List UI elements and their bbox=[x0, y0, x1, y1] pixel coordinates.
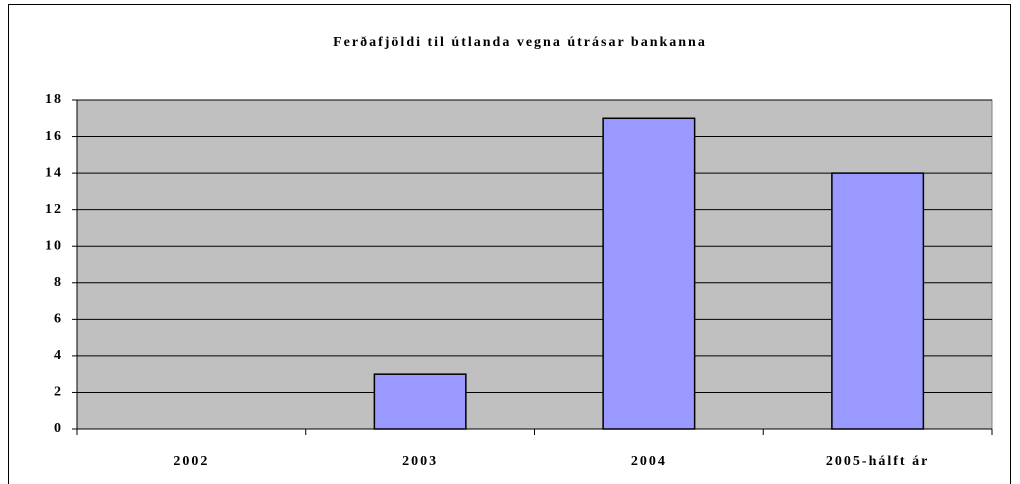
y-tick-label: 0 bbox=[54, 421, 63, 436]
y-tick-label: 16 bbox=[45, 129, 63, 144]
y-tick-label: 18 bbox=[45, 92, 63, 107]
y-tick-label: 2 bbox=[54, 385, 63, 400]
y-tick-label: 10 bbox=[45, 238, 63, 253]
bar bbox=[602, 117, 696, 430]
y-tick-label: 8 bbox=[54, 275, 63, 290]
x-tick-label: 2002 bbox=[173, 454, 209, 469]
y-tick-label: 4 bbox=[54, 348, 63, 363]
bar bbox=[373, 373, 467, 430]
x-tick-label: 2003 bbox=[402, 454, 438, 469]
chart-title: Ferðafjöldi til útlanda vegna útrásar ba… bbox=[333, 34, 707, 50]
y-tick-label: 6 bbox=[54, 312, 63, 327]
x-tick-label: 2004 bbox=[631, 454, 667, 469]
y-tick-label: 12 bbox=[45, 202, 63, 217]
bar bbox=[831, 172, 925, 430]
y-tick-label: 14 bbox=[45, 165, 63, 180]
x-tick-label: 2005-hálft ár bbox=[826, 454, 929, 469]
